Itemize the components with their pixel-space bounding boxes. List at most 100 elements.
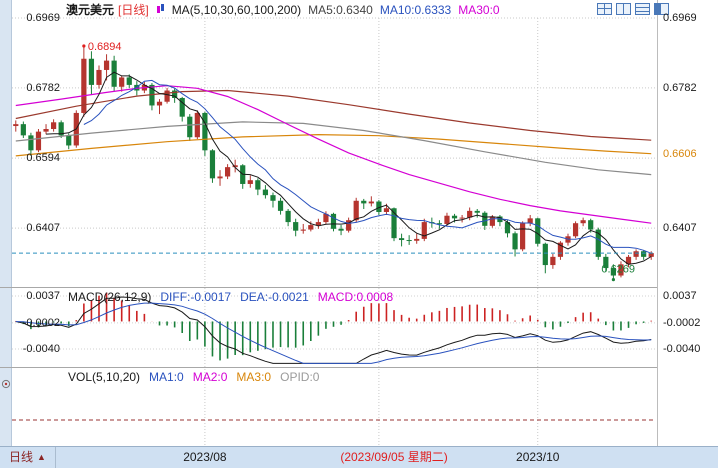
vol-ma2-value: MA2:0 xyxy=(192,370,228,384)
candle-body xyxy=(391,208,397,239)
candle-body xyxy=(398,238,405,241)
candle-body xyxy=(504,222,511,234)
candle-body xyxy=(459,217,465,219)
candle-body xyxy=(323,213,329,223)
triangle-up-icon: ▲ xyxy=(37,452,46,462)
chart-header: 澳元美元 [日线] MA(5,10,30,60,100,200) MA5:0.6… xyxy=(66,1,500,18)
candle-body xyxy=(542,243,548,266)
candle-body xyxy=(270,195,276,201)
candle-body xyxy=(550,256,556,266)
candle-body xyxy=(535,218,541,244)
candle-body xyxy=(520,223,526,250)
candle-body xyxy=(217,176,223,179)
macd-diff-value: DIFF:-0.0017 xyxy=(160,290,232,304)
candle-body xyxy=(103,60,110,70)
y-axis-tick: -0.0040 xyxy=(22,342,60,355)
layout-columns-icon[interactable] xyxy=(616,3,631,15)
candle-body xyxy=(126,77,132,85)
candle-body xyxy=(28,135,34,151)
layout-rows-icon[interactable] xyxy=(635,3,650,15)
period-tag: [日线] xyxy=(118,3,149,17)
candle-body xyxy=(618,264,624,276)
candle-body xyxy=(406,240,412,242)
vol-opid-value: OPID:0 xyxy=(280,370,320,384)
candle-body xyxy=(96,69,102,85)
candle-body xyxy=(414,238,420,241)
candle-body xyxy=(51,122,57,130)
candle-body xyxy=(156,101,163,106)
y-axis-tick: 0.6606 xyxy=(663,147,697,160)
ma-line-ma10 xyxy=(83,79,652,254)
candle-body xyxy=(527,218,533,224)
ma-line-ma5 xyxy=(46,71,652,265)
candle-body xyxy=(557,242,564,257)
candle-body xyxy=(232,165,238,168)
y-axis-tick: 0.0037 xyxy=(663,289,697,302)
candle-body xyxy=(610,268,616,276)
candle-body xyxy=(338,228,344,231)
candle-body xyxy=(262,189,269,196)
candle-body xyxy=(625,256,632,265)
y-axis-tick: 0.6782 xyxy=(663,81,697,94)
candle-body xyxy=(641,251,647,257)
candle-body xyxy=(285,210,291,223)
macd-diff-line xyxy=(15,296,652,364)
candle-body xyxy=(247,180,253,184)
candle-body xyxy=(255,180,261,190)
macd-dea-line xyxy=(15,302,652,364)
vol-panel-header: VOL(5,10,20) MA1:0 MA2:0 MA3:0 OPID:0 xyxy=(68,370,319,384)
ma-line-ma100 xyxy=(15,133,652,157)
candle-body xyxy=(330,213,337,229)
high-marker xyxy=(82,44,86,48)
candle-body xyxy=(580,220,586,224)
mini-chart-icon xyxy=(156,3,165,17)
candle-body xyxy=(58,122,64,136)
candle-body xyxy=(164,90,170,102)
y-axis-tick: 0.6407 xyxy=(663,222,697,235)
macd-panel xyxy=(14,292,653,364)
candle-body xyxy=(35,131,42,151)
tool-indicator-icon[interactable] xyxy=(1,376,11,389)
candle-body xyxy=(467,210,473,218)
y-axis-tick: 0.6594 xyxy=(26,152,60,165)
candle-body xyxy=(66,135,72,146)
candle-body xyxy=(187,116,193,138)
candle-body xyxy=(202,112,208,151)
vol-ma1-value: MA1:0 xyxy=(149,370,184,384)
candle-body xyxy=(421,222,427,239)
y-axis-tick: 0.6782 xyxy=(26,81,60,94)
candle-body xyxy=(209,150,216,179)
candlestick-series xyxy=(13,46,654,280)
low-price-label: 0.6269 xyxy=(601,264,635,276)
macd-title[interactable]: MACD(26,12,9) xyxy=(68,290,152,304)
candle-body xyxy=(489,216,495,226)
candle-body xyxy=(88,58,95,85)
candle-body xyxy=(224,167,231,177)
candle-body xyxy=(308,225,314,230)
candle-body xyxy=(346,220,352,231)
y-axis-tick: 0.6969 xyxy=(26,12,60,24)
macd-dea-value: DEA:-0.0021 xyxy=(240,290,309,304)
candle-body xyxy=(20,124,26,136)
layout-active-pane-icon[interactable] xyxy=(654,3,669,15)
y-axis-tick: -0.0002 xyxy=(22,316,60,329)
candle-body xyxy=(633,251,639,257)
vol-title[interactable]: VOL(5,10,20) xyxy=(68,370,141,384)
candle-body xyxy=(179,97,185,117)
candle-body xyxy=(119,77,125,87)
candle-body xyxy=(482,212,488,226)
ma-line-ma30 xyxy=(15,85,652,224)
y-axis-tick: 0.0037 xyxy=(26,289,60,302)
period-tab-daily[interactable]: 日线 ▲ xyxy=(0,447,56,468)
candle-body xyxy=(13,124,19,127)
layout-grid-icon[interactable] xyxy=(597,3,612,15)
period-tab-label: 日线 xyxy=(9,450,34,464)
candle-body xyxy=(277,200,284,211)
candle-body xyxy=(512,233,518,250)
ma30-value: MA30:0 xyxy=(458,2,500,17)
instrument-name[interactable]: 澳元美元 xyxy=(66,3,115,17)
candle-body xyxy=(588,220,594,230)
candle-body xyxy=(436,223,443,225)
